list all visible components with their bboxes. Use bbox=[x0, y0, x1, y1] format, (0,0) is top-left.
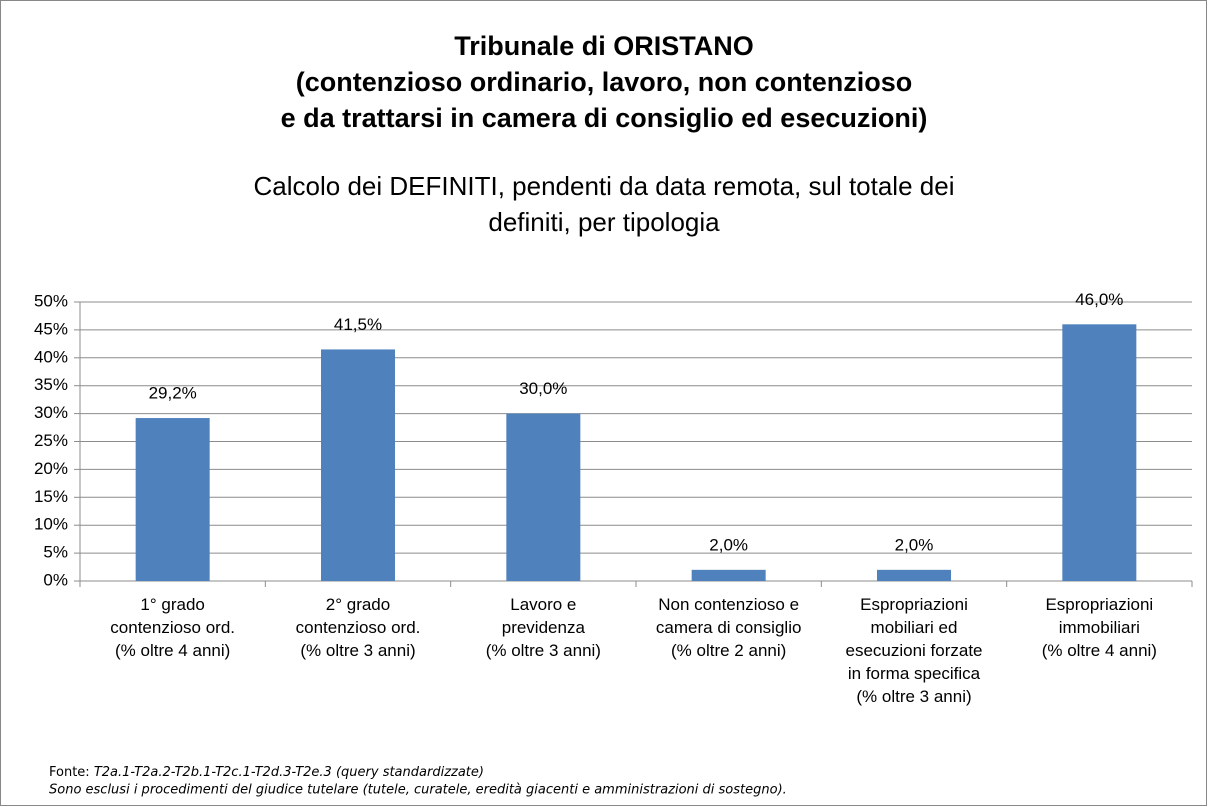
data-label: 29,2% bbox=[149, 384, 197, 403]
x-tick-label-line: (% oltre 4 anni) bbox=[1042, 641, 1157, 660]
x-tick-label-line: (% oltre 3 anni) bbox=[856, 687, 971, 706]
bar bbox=[506, 413, 581, 581]
data-label: 30,0% bbox=[519, 379, 567, 398]
x-tick-label-line: contenzioso ord. bbox=[296, 618, 421, 637]
x-tick-label: 1° grado contenzioso ord. (% oltre 4 anni) bbox=[110, 595, 235, 660]
bar bbox=[691, 569, 766, 581]
y-tick-label: 15% bbox=[34, 487, 68, 506]
y-tick-label: 40% bbox=[34, 347, 68, 366]
data-label: 2,0% bbox=[709, 535, 748, 554]
y-tick-label: 35% bbox=[34, 375, 68, 394]
bar bbox=[1062, 324, 1137, 581]
x-tick-label-line: 1° grado bbox=[140, 595, 204, 614]
bar bbox=[135, 418, 210, 581]
x-tick-label: 2° grado contenzioso ord. (% oltre 3 anni) bbox=[296, 595, 421, 660]
chart-subtitle: definiti, per tipologia bbox=[488, 207, 720, 237]
x-tick-label: Non contenzioso e camera di consiglio (% o… bbox=[656, 595, 802, 660]
x-tick-label-line: (% oltre 3 anni) bbox=[300, 641, 415, 660]
chart-title: e da trattarsi in camera di consiglio ed… bbox=[281, 103, 928, 133]
source: Fonte: T2a.1-T2a.2-T2b.1-T2c.1-T2d.3-T2e… bbox=[49, 765, 484, 780]
x-tick-label-line: Espropriazioni bbox=[1045, 595, 1153, 614]
x-tick-label: Espropriazioni mobiliari ed esecuzioni for… bbox=[845, 595, 982, 706]
bar bbox=[877, 569, 951, 581]
x-tick-label-line: esecuzioni forzate bbox=[845, 641, 982, 660]
y-tick-label: 25% bbox=[34, 431, 68, 450]
x-tick-label-line: 2° grado bbox=[326, 595, 390, 614]
source-text: T2a.1-T2a.2-T2b.1-T2c.1-T2d.3-T2e.3 (que… bbox=[94, 765, 484, 780]
x-tick-label-line: (% oltre 4 anni) bbox=[115, 641, 230, 660]
y-tick-label: 10% bbox=[34, 515, 68, 534]
y-tick-label: 0% bbox=[43, 570, 68, 589]
x-tick-label-line: (% oltre 2 anni) bbox=[671, 641, 786, 660]
x-tick-label-line: Non contenzioso e bbox=[658, 595, 799, 614]
y-tick-label: 20% bbox=[34, 459, 68, 478]
x-tick-label-line: in forma specifica bbox=[848, 664, 981, 683]
x-tick-label-line: mobiliari ed bbox=[871, 618, 958, 637]
chart-subtitle: Calcolo dei DEFINITI, pendenti da data r… bbox=[254, 171, 955, 201]
y-tick-label: 5% bbox=[43, 543, 68, 562]
data-label: 2,0% bbox=[895, 535, 934, 554]
chart-title: (contenzioso ordinario, lavoro, non cont… bbox=[296, 67, 913, 97]
x-tick-label-line: previdenza bbox=[502, 618, 586, 637]
x-tick-label-line: (% oltre 3 anni) bbox=[486, 641, 601, 660]
x-tick-label-line: Espropriazioni bbox=[860, 595, 968, 614]
y-tick-label: 50% bbox=[34, 291, 68, 310]
x-tick-label: Lavoro e previdenza (% oltre 3 anni) bbox=[486, 595, 601, 660]
x-tick-label-line: contenzioso ord. bbox=[110, 618, 235, 637]
x-tick-label-line: Lavoro e bbox=[510, 595, 576, 614]
bar bbox=[321, 349, 395, 581]
data-label: 46,0% bbox=[1075, 290, 1123, 309]
y-tick-label: 30% bbox=[34, 403, 68, 422]
x-tick-label-line: camera di consiglio bbox=[656, 618, 802, 637]
y-tick-label: 45% bbox=[34, 319, 68, 338]
data-label: 41,5% bbox=[334, 315, 382, 334]
x-tick-label: Espropriazioni immobiliari (% oltre 4 anni… bbox=[1042, 595, 1157, 660]
note: Sono esclusi i procedimenti del giudice … bbox=[49, 783, 787, 798]
source-label: Fonte: bbox=[49, 765, 90, 780]
x-tick-label-line: immobiliari bbox=[1059, 618, 1140, 637]
chart-title: Tribunale di ORISTANO bbox=[454, 31, 754, 61]
